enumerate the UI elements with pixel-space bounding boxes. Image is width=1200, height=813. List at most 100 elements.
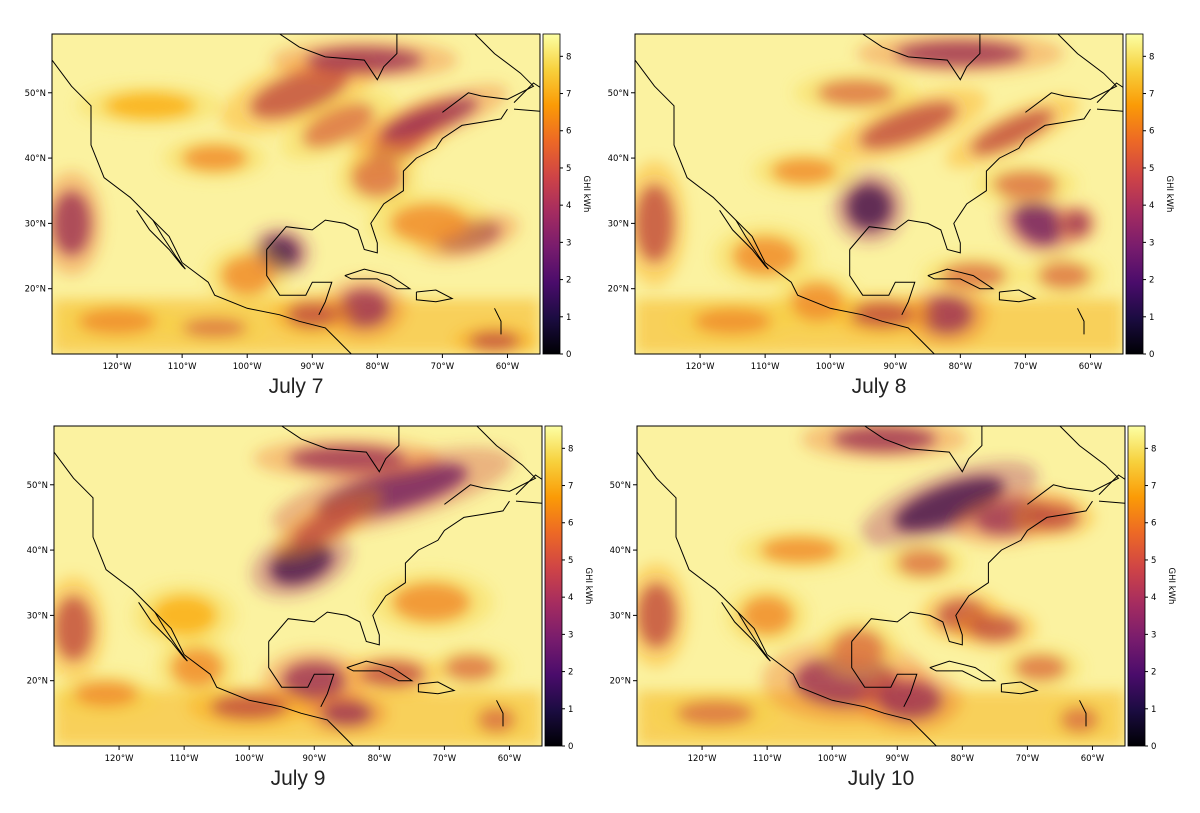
colorbar-tick-label: 5 xyxy=(1151,556,1156,566)
coastlines xyxy=(52,34,540,354)
colorbar-tick-label: 8 xyxy=(566,52,571,62)
lat-tick-label: 50°N xyxy=(27,481,48,491)
lat-tick-label: 20°N xyxy=(25,285,46,295)
lat-tick-label: 50°N xyxy=(25,89,46,99)
colorbar-tick-label: 2 xyxy=(566,276,571,286)
lon-tick-label: 60°W xyxy=(496,362,520,370)
colorbar-tick-label: 7 xyxy=(1149,90,1154,100)
coastlines xyxy=(635,34,1123,354)
lon-tick-label: 90°W xyxy=(303,754,327,762)
lat-tick-label: 40°N xyxy=(27,546,48,556)
colorbar-tick-label: 8 xyxy=(568,444,573,454)
colorbar-tick-label: 0 xyxy=(1149,350,1154,360)
lat-tick-label: 30°N xyxy=(25,219,46,229)
ghi-map: 120°W 110°W 100°W 90°W 80°W 70°W 60°W 20°N 30°N 4… xyxy=(25,33,591,370)
panel-title: July 8 xyxy=(851,375,907,398)
colorbar-tick-label: 3 xyxy=(566,238,571,248)
colorbar-tick-label: 6 xyxy=(1151,519,1156,529)
colorbar-tick-label: 2 xyxy=(568,668,573,678)
lat-tick-label: 40°N xyxy=(608,154,629,164)
lon-tick-label: 70°W xyxy=(1014,362,1038,370)
lat-tick-label: 40°N xyxy=(25,154,46,164)
lat-tick-label: 50°N xyxy=(608,89,629,99)
lon-tick-label: 80°W xyxy=(366,362,390,370)
lon-tick-label: 110°W xyxy=(751,362,780,370)
lon-tick-label: 80°W xyxy=(949,362,973,370)
colorbar-tick-label: 2 xyxy=(1151,668,1156,678)
coastlines xyxy=(54,426,542,746)
coastlines xyxy=(637,426,1125,746)
lon-tick-label: 120°W xyxy=(688,754,717,762)
colorbar-tick-label: 8 xyxy=(1149,52,1154,62)
map-panel-july-10: 120°W 110°W 100°W 90°W 80°W 70°W 60°W 20°N 30°N 4… xyxy=(585,392,1185,798)
colorbar-tick-label: 3 xyxy=(1151,630,1156,640)
colorbar xyxy=(1127,425,1146,747)
lon-tick-label: 110°W xyxy=(168,362,197,370)
map-panel-july-7: 120°W 110°W 100°W 90°W 80°W 70°W 60°W 20°N 30°N 4… xyxy=(0,0,600,406)
lon-tick-label: 100°W xyxy=(816,362,845,370)
colorbar xyxy=(1125,33,1144,355)
lon-tick-label: 110°W xyxy=(753,754,782,762)
colorbar-tick-label: 1 xyxy=(568,705,573,715)
colorbar-tick-label: 8 xyxy=(1151,444,1156,454)
lon-tick-label: 70°W xyxy=(431,362,455,370)
colorbar-tick-label: 1 xyxy=(566,313,571,323)
lon-tick-label: 70°W xyxy=(1016,754,1040,762)
colorbar-label: GHI kWh xyxy=(583,568,593,605)
colorbar-tick-label: 1 xyxy=(1151,705,1156,715)
colorbar-tick-label: 0 xyxy=(566,350,571,360)
colorbar-tick-label: 3 xyxy=(1149,238,1154,248)
panel-title: July 7 xyxy=(268,375,324,398)
lon-tick-label: 60°W xyxy=(1079,362,1103,370)
panel-title: July 10 xyxy=(847,767,915,790)
colorbar-tick-label: 4 xyxy=(566,201,571,211)
colorbar-tick-label: 7 xyxy=(566,90,571,100)
ghi-map: 120°W 110°W 100°W 90°W 80°W 70°W 60°W 20°N 30°N 4… xyxy=(27,425,593,762)
colorbar-tick-label: 0 xyxy=(1151,742,1156,752)
colorbar-tick-label: 7 xyxy=(568,482,573,492)
colorbar-tick-label: 4 xyxy=(1151,593,1156,603)
lat-tick-label: 20°N xyxy=(610,677,631,687)
lon-tick-label: 60°W xyxy=(1081,754,1105,762)
lon-tick-label: 120°W xyxy=(103,362,132,370)
lon-tick-label: 110°W xyxy=(170,754,199,762)
colorbar-tick-label: 4 xyxy=(1149,201,1154,211)
lon-tick-label: 100°W xyxy=(235,754,264,762)
colorbar-tick-label: 7 xyxy=(1151,482,1156,492)
colorbar-tick-label: 5 xyxy=(1149,164,1154,174)
lon-tick-label: 90°W xyxy=(886,754,910,762)
colorbar-label: GHI kWh xyxy=(581,176,591,213)
lon-tick-label: 100°W xyxy=(233,362,262,370)
colorbar-tick-label: 2 xyxy=(1149,276,1154,286)
lat-tick-label: 30°N xyxy=(608,219,629,229)
lon-tick-label: 70°W xyxy=(433,754,457,762)
lat-tick-label: 20°N xyxy=(608,285,629,295)
colorbar-label: GHI kWh xyxy=(1166,568,1176,605)
lat-tick-label: 50°N xyxy=(610,481,631,491)
colorbar-tick-label: 0 xyxy=(568,742,573,752)
lat-tick-label: 20°N xyxy=(27,677,48,687)
lon-tick-label: 90°W xyxy=(301,362,325,370)
colorbar-tick-label: 5 xyxy=(568,556,573,566)
lon-tick-label: 120°W xyxy=(105,754,134,762)
colorbar-tick-label: 6 xyxy=(1149,127,1154,137)
colorbar-tick-label: 4 xyxy=(568,593,573,603)
panel-title: July 9 xyxy=(270,767,326,790)
map-panel-july-9: 120°W 110°W 100°W 90°W 80°W 70°W 60°W 20°N 30°N 4… xyxy=(2,392,602,798)
lon-tick-label: 120°W xyxy=(686,362,715,370)
lon-tick-label: 90°W xyxy=(884,362,908,370)
ghi-map: 120°W 110°W 100°W 90°W 80°W 70°W 60°W 20°N 30°N 4… xyxy=(608,33,1174,370)
colorbar-tick-label: 3 xyxy=(568,630,573,640)
colorbar-tick-label: 1 xyxy=(1149,313,1154,323)
ghi-map: 120°W 110°W 100°W 90°W 80°W 70°W 60°W 20°N 30°N 4… xyxy=(610,425,1176,762)
map-panel-july-8: 120°W 110°W 100°W 90°W 80°W 70°W 60°W 20°N 30°N 4… xyxy=(583,0,1183,406)
lat-tick-label: 30°N xyxy=(27,611,48,621)
colorbar xyxy=(544,425,563,747)
lat-tick-label: 30°N xyxy=(610,611,631,621)
lon-tick-label: 100°W xyxy=(818,754,847,762)
colorbar-tick-label: 6 xyxy=(568,519,573,529)
lon-tick-label: 80°W xyxy=(951,754,975,762)
colorbar-label: GHI kWh xyxy=(1164,176,1174,213)
colorbar-tick-label: 6 xyxy=(566,127,571,137)
lon-tick-label: 80°W xyxy=(368,754,392,762)
